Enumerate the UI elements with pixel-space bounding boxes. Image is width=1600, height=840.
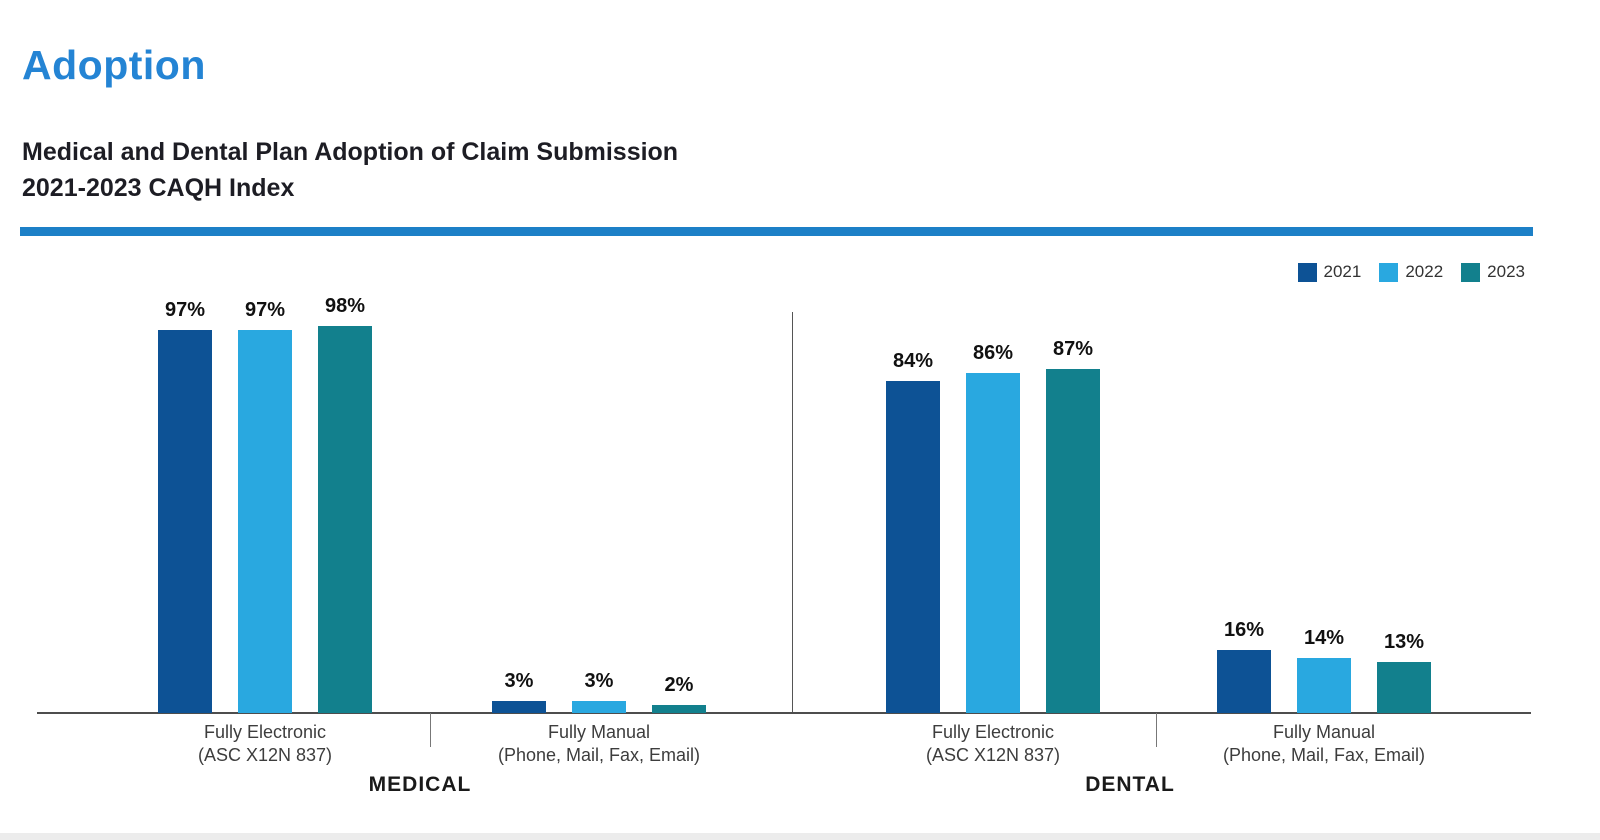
x-axis-line [37, 712, 1531, 714]
section-divider-rule [20, 227, 1533, 236]
bar-value-label: 16% [1223, 619, 1265, 641]
legend-item-2021: 2021 [1297, 262, 1362, 282]
bar-dental-fully-manual-2022 [1297, 658, 1351, 713]
dental-category-tick [1156, 713, 1157, 747]
bar-value-label: 14% [1303, 627, 1345, 649]
legend-swatch-2021 [1297, 262, 1317, 282]
bar-value-label: 2% [664, 674, 694, 696]
category-label-medical-electronic: Fully Electronic (ASC X12N 837) [197, 722, 333, 765]
bar-dental-fully-electronic-2022 [966, 373, 1020, 713]
bar-value-label: 3% [584, 670, 614, 692]
bar-value-label: 87% [1052, 338, 1094, 360]
medical-dental-divider-line [792, 312, 793, 713]
legend-swatch-2022 [1379, 262, 1399, 282]
section-label-medical: MEDICAL [368, 773, 472, 796]
category-label-dental-manual: Fully Manual (Phone, Mail, Fax, Email) [1222, 722, 1426, 765]
legend-swatch-2023 [1461, 262, 1481, 282]
page-bottom-strip [0, 833, 1600, 840]
legend-label: 2023 [1487, 262, 1525, 281]
bar-dental-fully-electronic-2021 [886, 381, 940, 713]
legend-item-2023: 2023 [1461, 262, 1525, 282]
bar-value-label: 97% [244, 299, 286, 321]
bar-medical-fully-electronic-2023 [318, 326, 372, 713]
bar-dental-fully-manual-2023 [1377, 662, 1431, 713]
category-label-medical-manual: Fully Manual (Phone, Mail, Fax, Email) [497, 722, 701, 765]
medical-category-tick [430, 713, 431, 747]
legend-label: 2021 [1323, 262, 1362, 281]
legend-item-2022: 2022 [1379, 262, 1443, 282]
bar-medical-fully-manual-2023 [652, 705, 706, 713]
bar-value-label: 86% [972, 342, 1014, 364]
bar-medical-fully-electronic-2021 [158, 330, 212, 713]
chart-subtitle: Medical and Dental Plan Adoption of Clai… [22, 134, 678, 206]
legend-label: 2022 [1405, 262, 1444, 281]
bar-value-label: 97% [164, 299, 206, 321]
bar-dental-fully-manual-2021 [1217, 650, 1271, 713]
chart-subtitle-line2: 2021-2023 CAQH Index [22, 174, 295, 202]
section-label-dental: DENTAL [1085, 773, 1175, 796]
bar-dental-fully-electronic-2023 [1046, 369, 1100, 713]
chart-subtitle-line1: Medical and Dental Plan Adoption of Clai… [22, 138, 679, 166]
bar-value-label: 3% [504, 670, 534, 692]
bar-medical-fully-manual-2022 [572, 701, 626, 713]
chart-legend: 2021 2022 2023 [1285, 260, 1525, 284]
category-label-dental-electronic: Fully Electronic (ASC X12N 837) [925, 722, 1061, 765]
bar-medical-fully-electronic-2022 [238, 330, 292, 713]
bar-value-label: 13% [1383, 631, 1425, 653]
bar-value-label: 98% [324, 295, 366, 317]
bar-value-label: 84% [892, 350, 934, 372]
bar-medical-fully-manual-2021 [492, 701, 546, 713]
page-title: Adoption [22, 42, 206, 88]
